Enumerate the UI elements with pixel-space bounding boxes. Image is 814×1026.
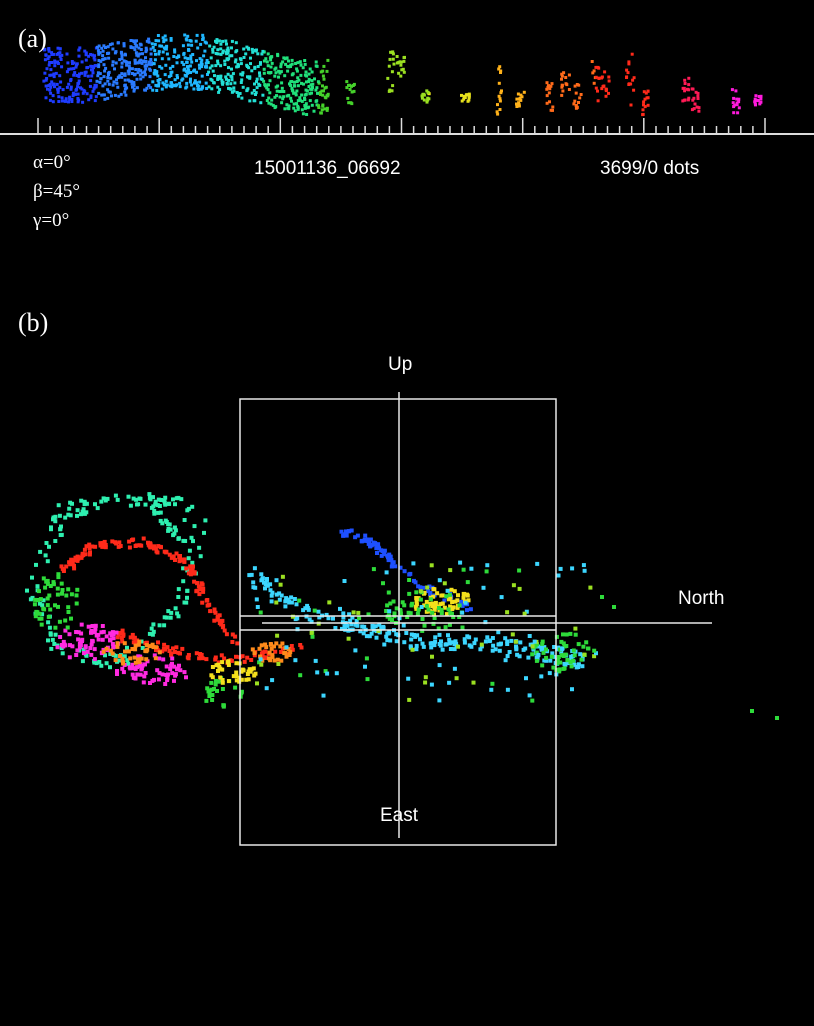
gamma-angle-label: γ=0° [33,210,70,231]
panel-a-label: (a) [18,24,47,53]
point-cloud-dots [25,492,779,720]
panel-b-label: (b) [18,308,49,337]
timeline-dots [42,33,763,117]
beta-angle-label: β=45° [33,181,80,202]
alpha-angle-label: α=0° [33,152,71,173]
timeline-ticks [37,118,766,134]
axis-north-label: North [678,588,725,609]
up-east-box [239,398,557,846]
axis-up-label: Up [388,354,413,375]
record-id-label: 15001136_06692 [254,158,401,179]
axis-east-label: East [380,805,419,826]
dot-count-label: 3699/0 dots [600,158,700,179]
panel-a-timeline-plot [0,33,814,135]
axis-frame [239,392,712,846]
